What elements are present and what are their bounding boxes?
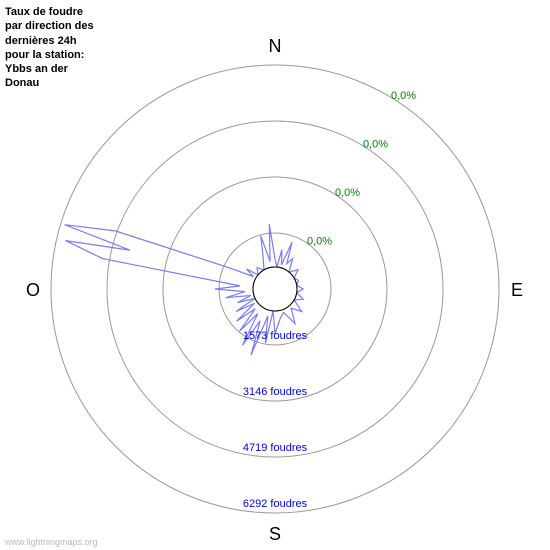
ring-foudres-label: 1573 foudres xyxy=(243,330,308,342)
ring-foudres-label: 4719 foudres xyxy=(243,442,308,454)
ring-pct-label: 0,0% xyxy=(335,187,360,199)
ring-foudres-label: 3146 foudres xyxy=(243,386,308,398)
cardinal-n: N xyxy=(269,36,282,56)
ring-pct-label: 0,0% xyxy=(307,236,332,248)
cardinal-s: S xyxy=(269,524,281,544)
ring-pct-label: 0,0% xyxy=(363,139,388,151)
cardinal-e: E xyxy=(511,280,523,300)
ring-foudres-label: 6292 foudres xyxy=(243,498,308,510)
footer-attribution: www.lightningmaps.org xyxy=(5,537,98,547)
polar-chart: 0,0% 0,0% 0,0% 0,0% 1573 foudres 3146 foudres… xyxy=(0,0,550,550)
cardinal-w: O xyxy=(26,280,40,300)
ring-pct-label: 0,0% xyxy=(391,90,416,102)
center-circle-top xyxy=(253,267,297,311)
